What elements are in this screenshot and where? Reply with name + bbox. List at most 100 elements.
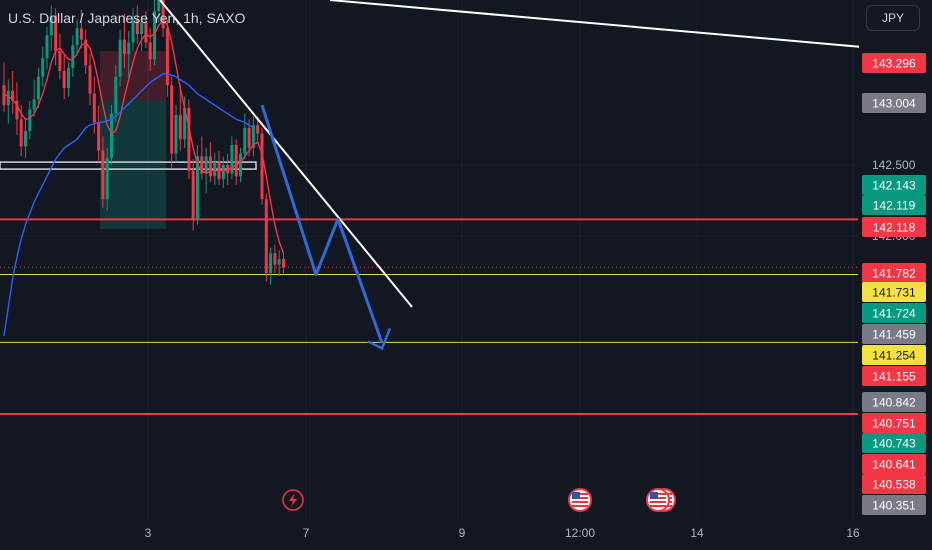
- candle-body: [277, 258, 281, 265]
- candle-body: [110, 113, 113, 158]
- price-label-text: 140.743: [872, 437, 916, 451]
- red-moving-average-line: [3, 18, 285, 254]
- price-label-text: 140.842: [872, 396, 916, 410]
- price-label-text: 142.119: [873, 199, 916, 213]
- time-axis[interactable]: 3 7 9 12:00 14 16: [0, 520, 860, 550]
- time-tick-label: 9: [459, 526, 466, 540]
- price-label-tag: [862, 495, 926, 515]
- candle-body: [196, 156, 199, 220]
- price-label-tag: [862, 175, 926, 195]
- candle-body: [239, 153, 242, 177]
- price-label-text: 140.538: [872, 478, 916, 492]
- candle-body: [170, 85, 174, 154]
- us-flag-icon-stripe: [572, 505, 588, 507]
- candle-body: [161, 0, 165, 29]
- range-box: [0, 161, 257, 170]
- price-label-tag: [862, 454, 926, 474]
- price-label-text: 140.351: [872, 499, 916, 513]
- price-label-text: 142.143: [872, 179, 916, 193]
- candle-body: [2, 85, 6, 106]
- price-label-tag: [862, 474, 926, 494]
- price-axis[interactable]: 142.500142.000143.296143.004142.143142.1…: [859, 0, 932, 550]
- time-axis-background: [0, 520, 859, 550]
- candle-body: [84, 39, 88, 66]
- candle-body: [101, 150, 105, 200]
- price-label-text: 143.004: [872, 97, 916, 111]
- price-label-text: 140.641: [872, 458, 916, 472]
- time-tick-label: 3: [145, 526, 152, 540]
- candle-body: [269, 253, 273, 274]
- us-flag-icon-canton: [572, 492, 580, 499]
- price-label-tag: [862, 433, 926, 453]
- candle-body: [67, 68, 70, 89]
- candle-body: [36, 76, 40, 100]
- projection-path: [260, 104, 384, 344]
- trendline-steep: [159, 0, 413, 308]
- moving-averages: [3, 18, 285, 336]
- price-label-tag: [862, 195, 926, 215]
- us-flag-icon-stripe: [572, 501, 588, 503]
- candle-body: [105, 157, 109, 200]
- price-label-tag: [862, 93, 926, 113]
- candle-body: [127, 42, 131, 54]
- drawings[interactable]: [159, 0, 863, 351]
- price-label-text: 142.118: [873, 221, 916, 235]
- candlesticks: [2, 0, 285, 285]
- price-tick-label: 142.500: [872, 158, 916, 172]
- price-label-tag: [862, 392, 926, 412]
- time-tick-label: 14: [690, 526, 704, 540]
- candle-body: [251, 125, 255, 148]
- candle-body: [183, 107, 187, 140]
- candle-body: [54, 15, 58, 52]
- candle-body: [226, 164, 230, 174]
- price-label-tag: [862, 263, 926, 283]
- currency-button[interactable]: JPY: [866, 5, 920, 31]
- candle-body: [15, 100, 19, 120]
- candle-body: [230, 145, 234, 174]
- candle-body: [234, 145, 238, 177]
- price-label-text: 141.155: [872, 370, 916, 384]
- candle-body: [75, 28, 79, 46]
- candle-body: [221, 164, 225, 180]
- us-flag-icon: [646, 488, 670, 512]
- candle-body: [45, 35, 49, 59]
- candle-body: [273, 253, 277, 265]
- candle-body: [178, 115, 182, 140]
- candle-body: [62, 70, 66, 89]
- candle-body: [88, 65, 92, 94]
- projection-arrowhead: [367, 327, 392, 351]
- price-label-tag: [862, 413, 926, 433]
- time-tick-label: 7: [303, 526, 310, 540]
- price-label-tag: [862, 345, 926, 365]
- candle-body: [208, 156, 212, 177]
- candle-body: [247, 127, 251, 148]
- candle-body: [79, 28, 83, 40]
- candle-body: [144, 22, 148, 43]
- event-markers[interactable]: [282, 488, 676, 512]
- price-label-tag: [862, 282, 926, 302]
- price-label-text: 143.296: [872, 57, 916, 71]
- horizontal-levels[interactable]: [0, 161, 858, 415]
- candle-body: [204, 156, 208, 174]
- candle-body: [191, 170, 195, 220]
- price-label-tag: [862, 53, 926, 73]
- candle-body: [264, 199, 268, 274]
- candle-body: [256, 125, 260, 134]
- candle-body: [131, 19, 135, 43]
- candle-body: [122, 39, 126, 54]
- lightning-icon-bolt: [289, 493, 297, 507]
- time-tick-label: 12:00: [565, 526, 595, 540]
- candle-body: [260, 133, 264, 200]
- candle-body: [24, 130, 27, 147]
- price-label-text: 141.782: [872, 267, 916, 281]
- candle-body: [114, 76, 118, 114]
- us-flag-icon-canton: [650, 492, 658, 499]
- candle-body: [153, 11, 156, 60]
- price-label-text: 140.751: [872, 417, 916, 431]
- price-label-text: 141.459: [872, 328, 916, 342]
- candle-body: [32, 99, 36, 110]
- candle-body: [165, 28, 169, 86]
- trendline-long: [329, 0, 863, 48]
- red-position-zone: [100, 51, 166, 101]
